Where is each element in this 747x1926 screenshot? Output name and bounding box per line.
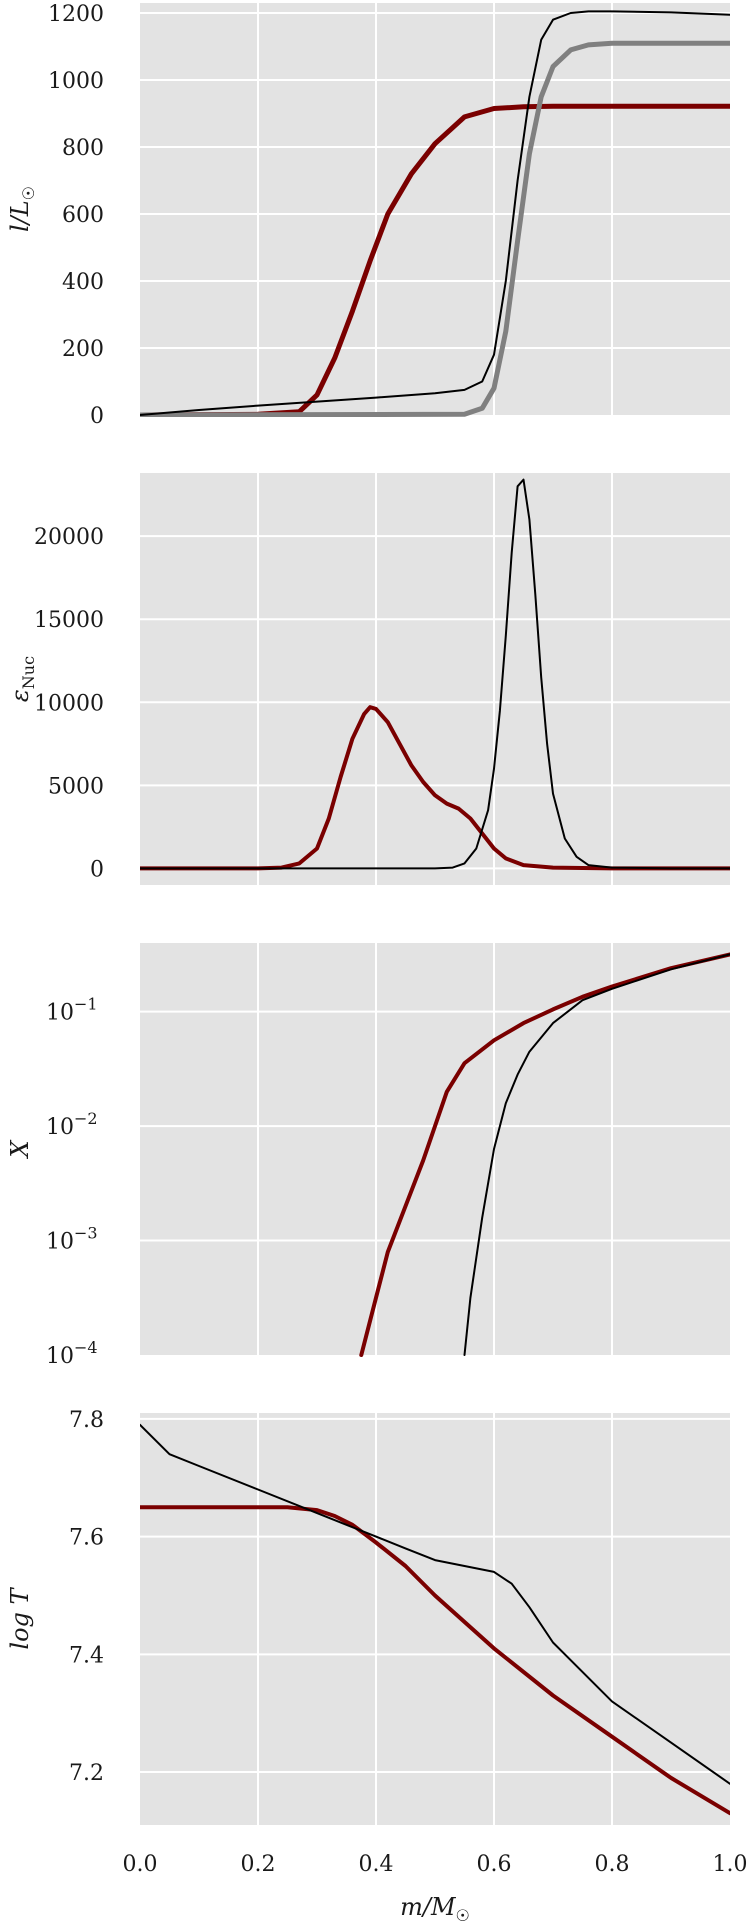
series-line-2 — [140, 478, 730, 870]
panel-3: 10−4 10−3 10−2 10−1 X — [6, 943, 730, 1369]
x-axis-label: m/M☉ — [400, 1893, 470, 1925]
y-tick-exponent: −2 — [74, 1109, 98, 1128]
y-tick-label: 1000 — [48, 69, 104, 94]
y-axis-label: log T — [6, 1586, 34, 1649]
series-line-1 — [359, 952, 730, 1357]
x-tick-label: 0.8 — [595, 1852, 630, 1877]
y-tick-label: 7.6 — [69, 1526, 104, 1551]
plot-background — [140, 473, 730, 885]
y-tick-label: 10−2 — [46, 1109, 98, 1140]
x-tick-label: 0.4 — [359, 1852, 394, 1877]
plot-background — [140, 3, 730, 415]
series-line-3 — [140, 10, 730, 416]
y-tick-label: 15000 — [34, 608, 104, 633]
y-tick-label: 400 — [62, 270, 104, 295]
y-axis-label-subscript: Nuc — [19, 656, 38, 689]
x-tick-label: 0.2 — [241, 1852, 276, 1877]
series-line-1 — [140, 705, 730, 871]
plot-background — [140, 1413, 730, 1825]
y-axis-label: l/L☉ — [6, 186, 38, 232]
y-tick-label: 0 — [90, 404, 104, 429]
y-tick-exponent: −1 — [74, 995, 98, 1014]
y-tick-label: 10−3 — [46, 1224, 98, 1255]
series-line-1 — [140, 1505, 730, 1816]
y-tick-exponent: −4 — [74, 1338, 98, 1357]
series-line-2 — [140, 1423, 730, 1785]
y-tick-label: 10−4 — [46, 1338, 98, 1369]
y-axis-label-subscript: ☉ — [19, 186, 38, 200]
y-tick-exponent: −3 — [74, 1224, 98, 1243]
y-tick-label: 5000 — [48, 774, 104, 799]
y-tick-label: 7.8 — [69, 1408, 104, 1433]
y-tick-label: 600 — [62, 203, 104, 228]
series-line-2 — [140, 40, 730, 417]
y-tick-label: 200 — [62, 337, 104, 362]
panel-2: 0 5000 10000 15000 20000 εNuc — [6, 473, 730, 885]
y-axis-label: εNuc — [6, 656, 38, 702]
y-tick-label: 1200 — [48, 2, 104, 27]
y-tick-label: 7.2 — [69, 1761, 104, 1786]
x-tick-label: 0.6 — [477, 1852, 512, 1877]
x-tick-label: 0.0 — [123, 1852, 158, 1877]
y-tick-label: 7.4 — [69, 1643, 104, 1668]
y-tick-label: 10000 — [34, 691, 104, 716]
y-tick-label: 10−1 — [46, 995, 98, 1026]
plot-background — [140, 943, 730, 1355]
x-tick-label: 1.0 — [713, 1852, 747, 1877]
y-tick-label: 800 — [62, 136, 104, 161]
y-tick-label: 0 — [90, 857, 104, 882]
series-line-2 — [463, 953, 730, 1356]
panel-1: 0 200 400 600 800 1000 1200 l/L☉ — [6, 2, 730, 429]
y-axis-label: X — [6, 1140, 34, 1160]
panel-4: 7.2 7.4 7.6 7.8 log T — [6, 1408, 730, 1825]
y-tick-label: 20000 — [34, 525, 104, 550]
x-axis-label-subscript: ☉ — [456, 1906, 470, 1925]
